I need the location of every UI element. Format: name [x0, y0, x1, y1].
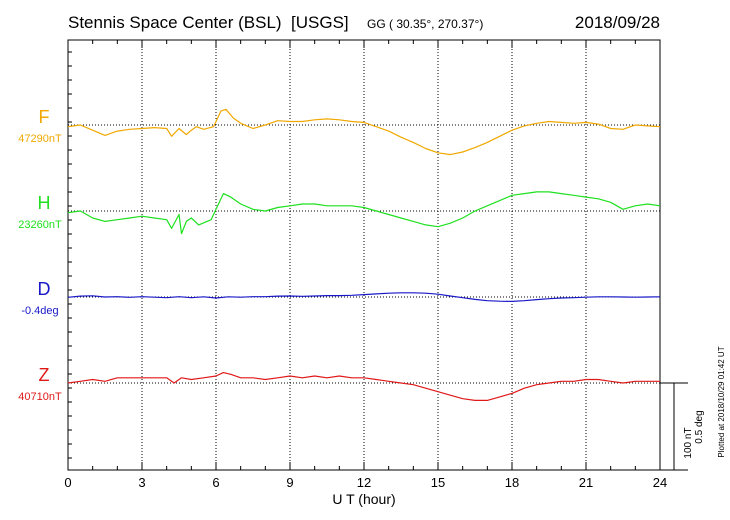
series-line-h [67, 191, 661, 235]
series-baseline-z: 40710nT [18, 391, 62, 403]
grid [141, 40, 587, 470]
scale-bar: 100 nT 0.5 deg [660, 382, 705, 471]
x-tick-label: 24 [653, 475, 667, 490]
series-name-h: H [38, 193, 51, 213]
x-tick-label: 21 [579, 475, 593, 490]
series-baseline-h: 23260nT [18, 219, 62, 231]
x-tick-label: 6 [212, 475, 219, 490]
x-tick-label: 15 [431, 475, 445, 490]
x-tick-label: 0 [64, 475, 71, 490]
series-line-d [67, 292, 661, 302]
date-label: 2018/09/28 [575, 13, 660, 32]
series-line-f [67, 108, 661, 156]
axis-ticks [67, 40, 661, 470]
series-name-z: Z [39, 365, 50, 385]
series-name-f: F [39, 107, 50, 127]
coordinates-label: GG ( 30.35°, 270.37°) [367, 17, 483, 31]
series-baseline-f: 47290nT [18, 133, 62, 145]
series-group: F 47290nT H 23260nT D -0.4deg Z 40710nT [18, 107, 661, 403]
plotted-timestamp: Plotted at 2018/10/29 01:42 UT [717, 346, 726, 457]
x-tick-label: 12 [357, 475, 371, 490]
series-name-d: D [38, 279, 51, 299]
series-line-z [67, 372, 660, 401]
x-tick-labels: 0 3 6 9 12 15 18 21 24 [64, 475, 667, 490]
chart-title: Stennis Space Center (BSL) [USGS] [68, 13, 349, 32]
scale-label-deg: 0.5 deg [694, 410, 705, 443]
x-axis-label: U T (hour) [332, 491, 395, 507]
x-tick-label: 9 [286, 475, 293, 490]
plot-frame [67, 39, 661, 471]
x-tick-label: 18 [505, 475, 519, 490]
x-tick-label: 3 [138, 475, 145, 490]
series-baseline-d: -0.4deg [21, 305, 58, 317]
scale-label-nt: 100 nT [683, 427, 694, 458]
